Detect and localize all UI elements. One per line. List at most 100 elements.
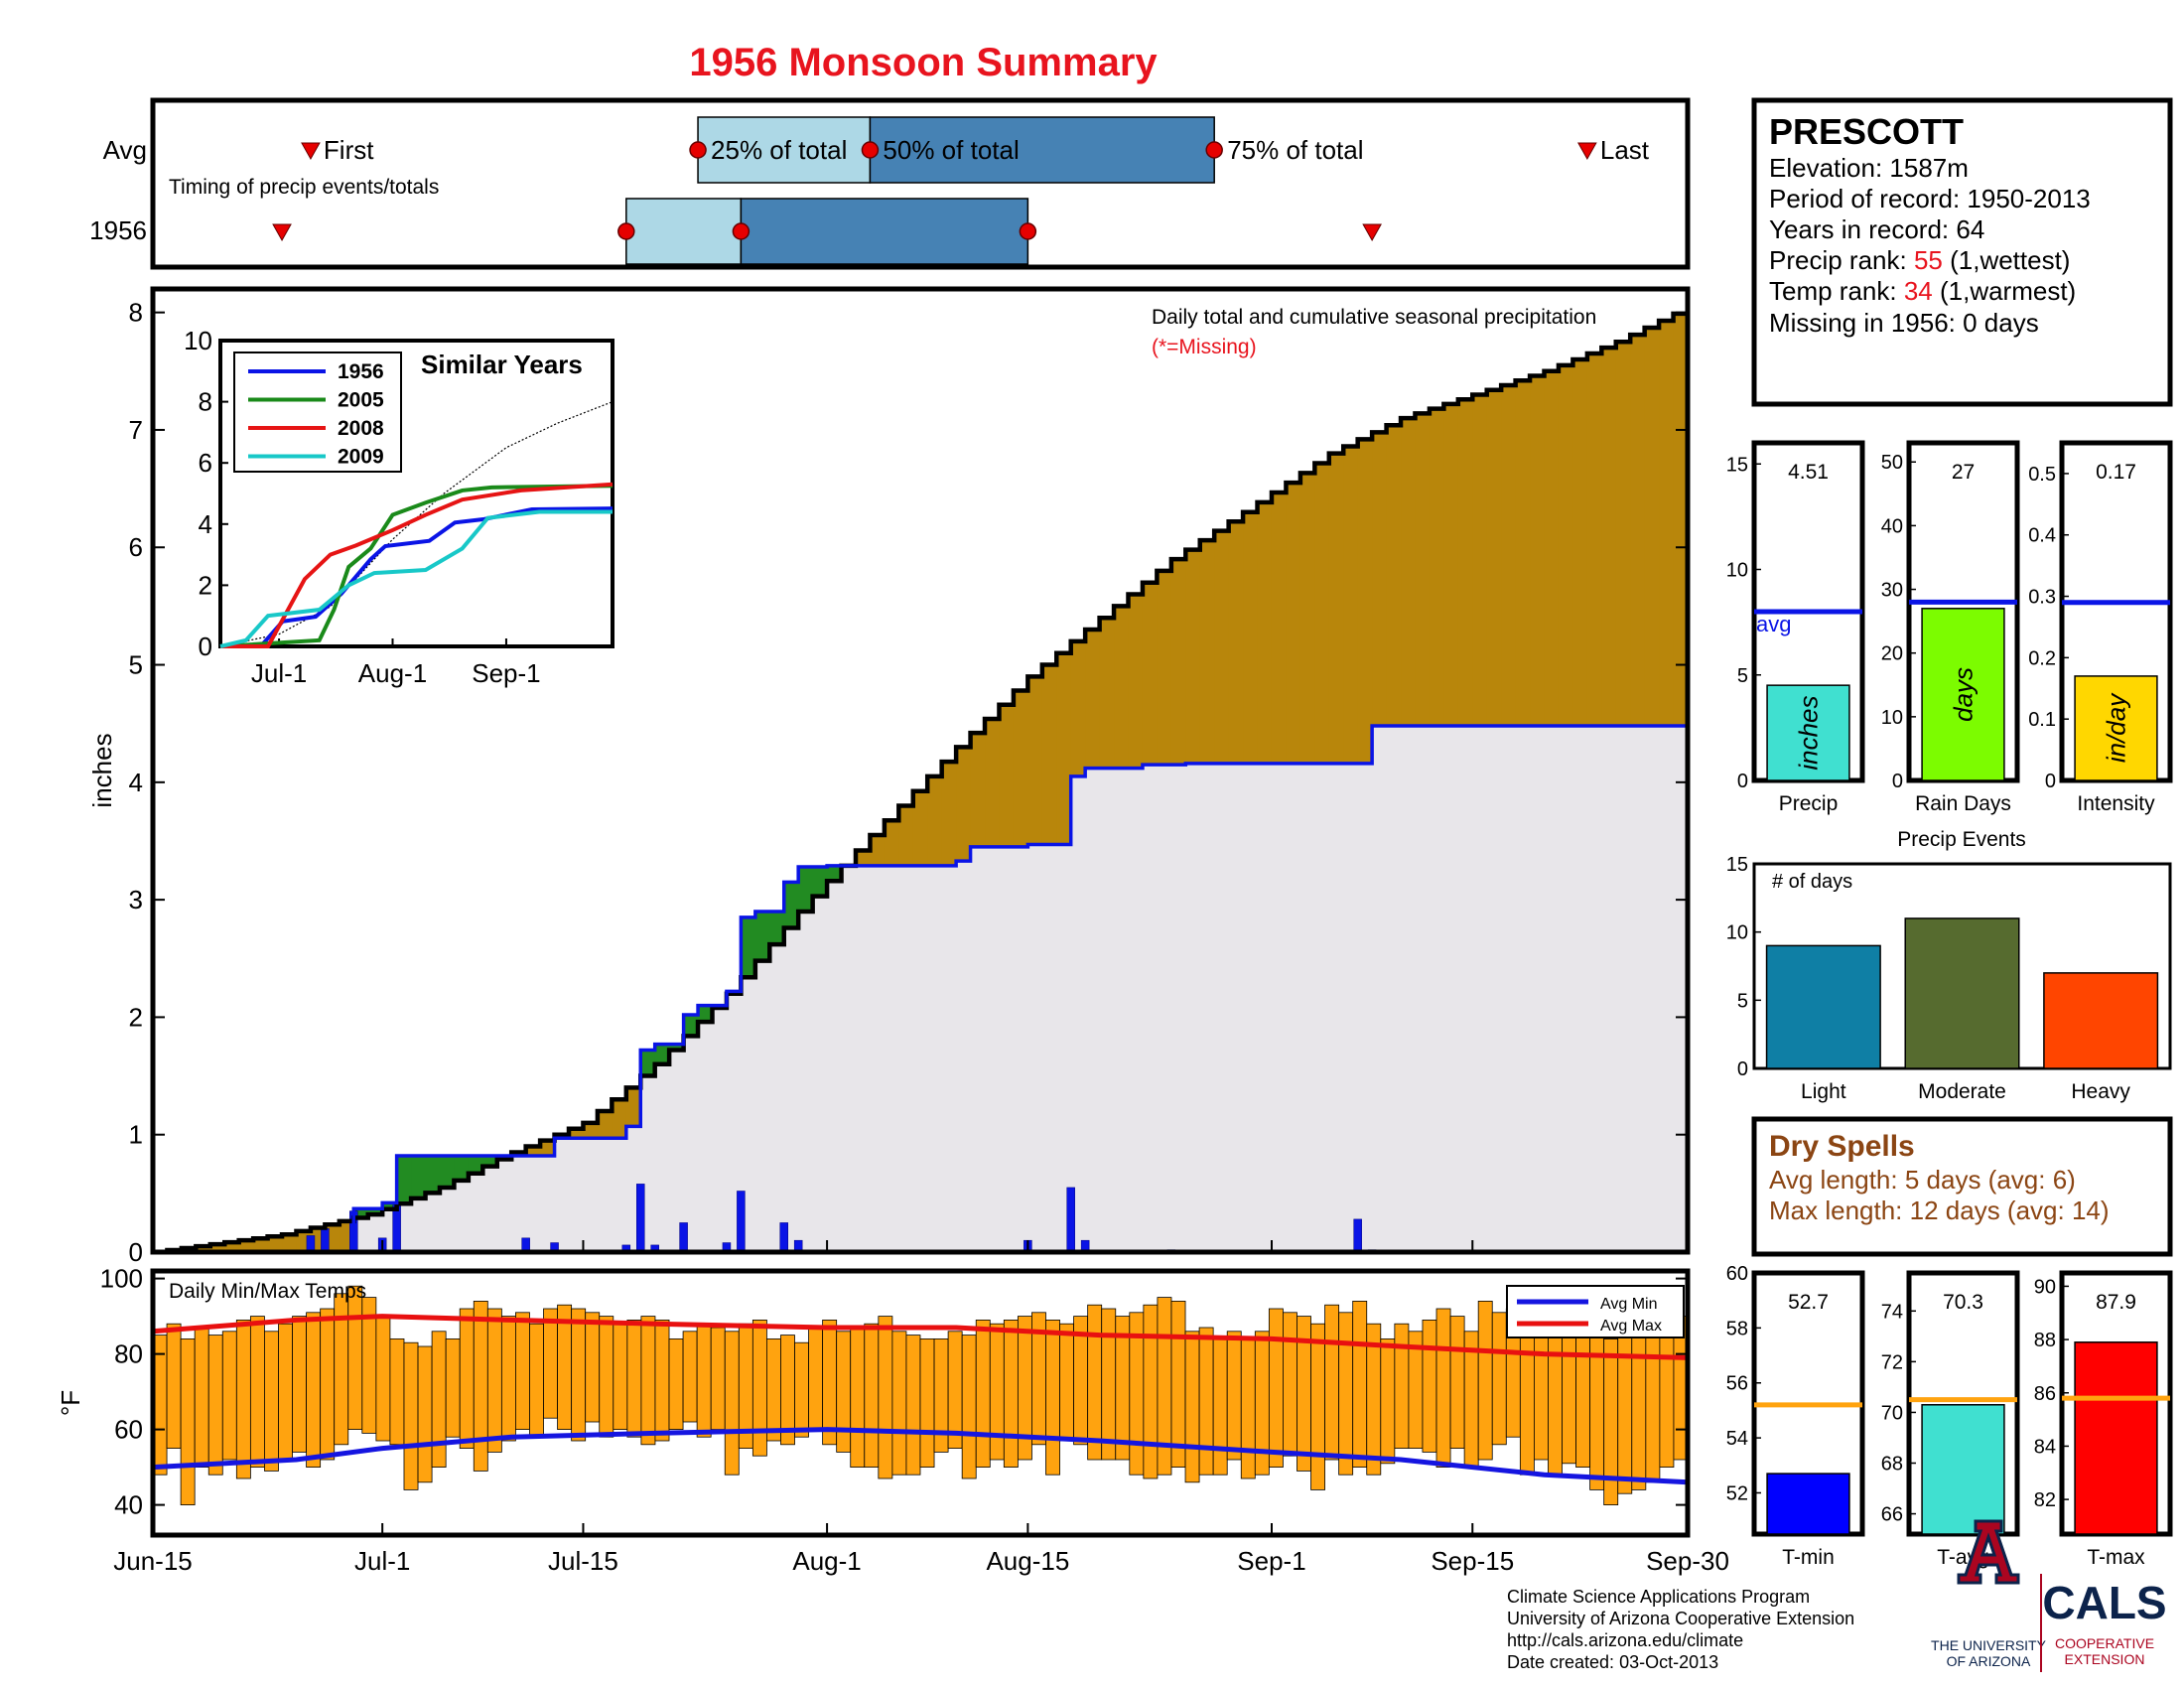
precip-rank-note: (1,wettest) [1943,245,2071,275]
temp-range-bar [543,1308,558,1419]
daily-precip-bar [1353,1218,1362,1253]
station-elevation: Elevation: 1587m [1769,153,1969,183]
dry-spells-avg: Avg length: 5 days (avg: 6) [1769,1165,2076,1195]
panel-t-min: 52.7 52 54 56 58 60 T-min [1726,1263,1865,1569]
temp-range-bar [850,1327,866,1469]
precip-diff-fill [985,718,1001,847]
precip-diff-fill [209,1244,225,1252]
timing-year-q75-marker [1019,222,1037,240]
intensity-xlabel: Intensity [2077,792,2155,815]
temp-avg-lines [152,1314,1689,1485]
precip-event-label-moderate: Moderate [1918,1080,2006,1103]
temp-range-bar [1198,1327,1214,1476]
precip-diff-fill [196,1246,211,1252]
inset-legend-label: 1956 [338,360,384,383]
precip-diff-fill [1185,549,1201,764]
t-min-ytick-label: 54 [1726,1428,1748,1450]
timing-caption: Timing of precip events/totals [169,176,439,199]
precip-diff-fill [1457,399,1473,727]
precip-total-xlabel: Precip [1779,792,1839,815]
precip-ytick-label: 4 [129,768,143,797]
daily-precip-bar [392,1204,401,1253]
cals-sub-line-2: EXTENSION [2065,1651,2145,1667]
timing-year-q25-q50-box [625,198,743,265]
timing-year-q50-q75-box [740,198,1029,265]
inset-legend-label: 2005 [338,389,384,412]
daily-precip-bar [1066,1187,1075,1253]
temp-range-bar [1003,1320,1019,1469]
t-avg-ytick-label: 66 [1881,1504,1903,1526]
station-temp-rank: Temp rank: 34 (1,warmest) [1769,276,2076,306]
precip-total-ytick-label: 15 [1726,454,1748,476]
precip-diff-fill [468,1156,483,1174]
inset-xtick-label: Sep-1 [472,658,540,688]
station-missing: Missing in 1956: 0 days [1769,308,2039,338]
temp-range-bar [864,1323,880,1468]
ua-a-glyph [1957,1519,2020,1585]
temp-range-bar [1045,1320,1060,1476]
precip-total-ytick-label: 10 [1726,560,1748,582]
timing-avg-q50-q75-box [869,116,1215,184]
precip-diff-fill [1415,413,1431,727]
precip-chart-title: Daily total and cumulative seasonal prec… [1152,306,1596,329]
temp-range-bar [891,1331,907,1476]
precip-diff-fill [439,1156,456,1188]
precip-y-axis: 0 1 2 3 4 5 6 7 8 [129,298,1688,1267]
temp-range-bar [515,1312,530,1431]
timing-marks [272,116,1597,265]
precip-diff-fill [741,916,756,978]
temp-range-bar [836,1331,852,1453]
precip-diff-fill [454,1156,470,1181]
inset-ytick-label: 10 [184,326,212,355]
inset-ytick-label: 2 [199,570,212,600]
precip-diff-fill [382,1202,398,1209]
precip-diff-fill [927,775,943,866]
precip-diff-fill [353,1208,369,1218]
rain-days-bar [1921,608,2005,781]
rain-days-ytick-label: 30 [1881,580,1903,602]
footer-line-4: Date created: 03-Oct-2013 [1507,1652,1718,1672]
temp-range-bar [975,1320,991,1469]
panel-precip-total: 4.51 0 5 10 15 Precip inches avg [1726,440,1865,815]
temps-legend [1506,1285,1685,1338]
precip-diff-fill [669,1044,685,1051]
precip-diff-fill [540,1140,556,1156]
dry-spells-max: Max length: 12 days (avg: 14) [1769,1196,2110,1225]
timing-year-first-marker [272,223,292,242]
precip-ytick-label: 5 [129,650,143,680]
precip-diff-fill [1114,606,1130,769]
precip-diff-fill [1486,389,1502,727]
temp-range-bar [1226,1331,1242,1461]
station-years: Years in record: 64 [1769,214,1984,244]
precip-stat-panels: 4.51 0 5 10 15 Precip inches avg 27 0 10 20 30 40 50 Ra… [1726,440,2173,815]
t-avg-ytick-label: 74 [1881,1301,1903,1323]
precip-diff-fill [1099,618,1115,769]
precip-diff-fill [855,850,872,866]
precip-diff-fill [1443,403,1459,727]
precip-diff-fill [683,1015,699,1037]
inset-line-2008 [220,482,614,648]
temp-range-bar [320,1308,336,1461]
precip-diff-fill [482,1156,498,1167]
dry-spells-box: Dry Spells Avg length: 5 days (avg: 6) M… [1751,1116,2173,1257]
temp-range-bar [221,1331,237,1461]
precip-diff-fill [654,1044,670,1064]
precip-diff-fill [1659,320,1675,727]
temp-range-bar [1380,1338,1396,1465]
temp-range-bar [1645,1316,1661,1483]
date-x-axis: Jun-15 Jul-1 Jul-15 Aug-1 Aug-15 Sep-1 Sep-15 S… [113,1240,1729,1576]
temps-ytick-label: 40 [114,1490,143,1520]
precip-diff-fill [569,1128,585,1139]
timing-label-first: First [324,135,374,165]
daily-temps-chart: 40 60 80 100 °F Daily Min/Max Temps Avg Min… [56,1240,1729,1576]
temp-range-bar [1631,1320,1647,1490]
precip-diff-fill [238,1240,254,1252]
rain-days-ytick-label: 20 [1881,643,1903,665]
precip-events-ylabel: # of days [1772,871,1852,893]
precip-diff-fill [425,1156,441,1194]
temp-range-bar [459,1308,475,1450]
temp-range-bar [794,1341,809,1438]
temp-range-bar [682,1331,698,1423]
